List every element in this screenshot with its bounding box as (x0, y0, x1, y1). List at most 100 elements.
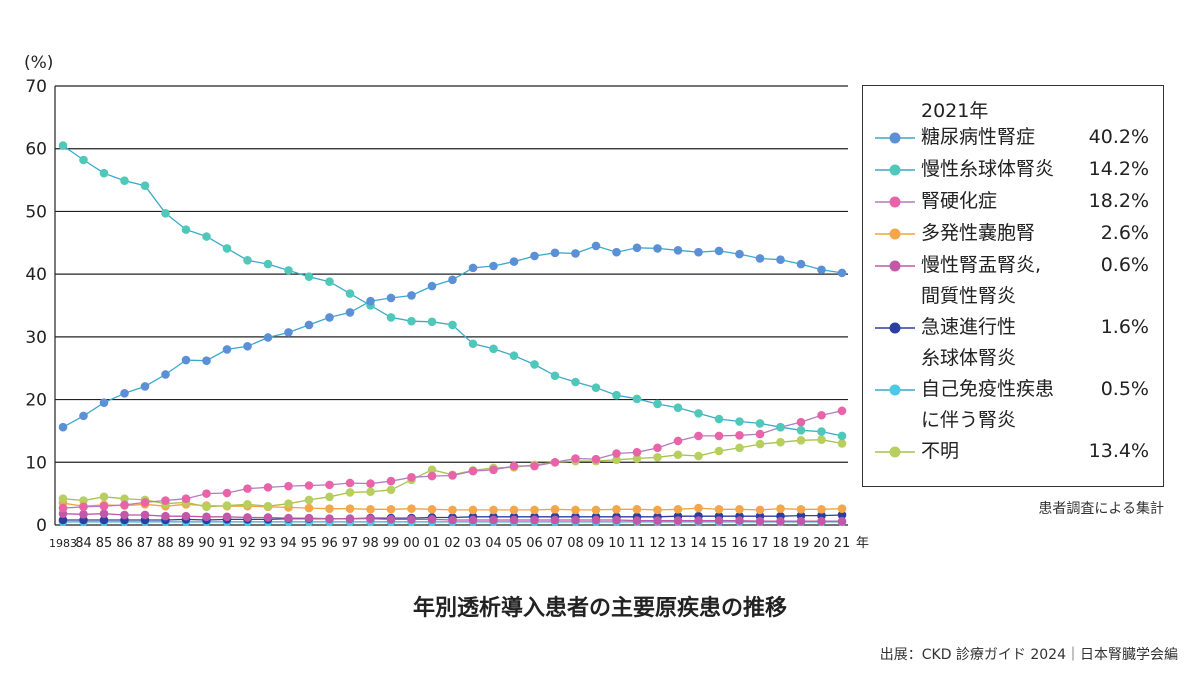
x-tick-label: 90 (198, 536, 215, 551)
data-point (509, 351, 519, 360)
data-point (817, 505, 826, 514)
data-point (653, 505, 662, 515)
y-tick-label: 30 (25, 328, 47, 348)
data-point (776, 516, 785, 526)
data-point (243, 500, 252, 509)
data-point (325, 504, 334, 513)
x-tick-label: 87 (137, 536, 154, 551)
data-point (58, 494, 68, 503)
x-tick-label: 18 (772, 536, 789, 551)
x-tick-label: 04 (485, 536, 502, 551)
data-point (448, 320, 457, 330)
data-point (489, 465, 498, 475)
data-point (181, 511, 191, 521)
x-tick-label: 88 (157, 536, 174, 551)
x-tick-label: 96 (321, 536, 338, 551)
data-point (120, 510, 129, 520)
x-tick-label: 01 (424, 536, 441, 551)
data-point (58, 422, 68, 432)
data-point (735, 417, 744, 426)
series-line (62, 410, 843, 509)
data-point (489, 515, 498, 525)
data-point (837, 504, 847, 513)
data-point (99, 168, 109, 178)
data-point (837, 510, 847, 520)
y-tick-label: 70 (25, 77, 47, 97)
data-point (304, 513, 314, 523)
data-point (284, 481, 293, 491)
x-tick-label: 16 (731, 536, 748, 551)
y-tick-label: 20 (25, 391, 47, 411)
data-point (304, 503, 314, 513)
x-tick-label: 00 (403, 536, 420, 551)
data-point (653, 452, 662, 462)
legend-label: 慢性糸球体腎炎 (921, 158, 1055, 180)
data-point (140, 382, 150, 391)
data-point (509, 505, 519, 515)
data-point (366, 296, 375, 306)
data-point (181, 225, 191, 234)
data-point (673, 516, 683, 525)
legend: 2021年 糖尿病性腎症 40.2% 慢性糸球体腎炎 14.2% 腎硬化症 18.2% 多発… (862, 85, 1164, 487)
data-point (837, 439, 847, 448)
x-tick-label: 13 (670, 536, 687, 551)
data-point (591, 505, 601, 515)
data-point (796, 259, 806, 269)
data-point (304, 272, 314, 281)
x-tick-label: 84 (75, 536, 92, 551)
data-point (386, 485, 396, 495)
data-point (796, 505, 806, 514)
data-point (427, 281, 437, 291)
data-point (202, 489, 211, 498)
data-point (448, 515, 457, 525)
data-point (653, 244, 662, 253)
data-point (673, 403, 683, 413)
data-point (99, 515, 109, 525)
data-point (202, 502, 211, 512)
data-point (161, 496, 170, 505)
data-point (427, 471, 437, 481)
data-point (345, 504, 355, 513)
data-point (325, 480, 334, 490)
data-point (325, 492, 334, 502)
data-point (673, 450, 683, 460)
data-point (550, 371, 560, 381)
data-point (632, 505, 642, 514)
data-point (735, 505, 744, 514)
data-point (468, 339, 478, 349)
data-point (222, 501, 232, 510)
data-point (99, 501, 109, 511)
data-point (632, 447, 642, 457)
data-point (571, 454, 580, 463)
data-point (755, 419, 765, 428)
data-point (243, 341, 252, 351)
data-point (796, 436, 806, 445)
x-tick-label: 89 (178, 536, 195, 551)
data-point (202, 232, 211, 241)
legend-value: 1.6% (1100, 316, 1149, 338)
x-tick-label: 14 (690, 536, 707, 551)
data-point (612, 505, 621, 514)
x-tick-label: 15 (711, 536, 728, 551)
source-note: 患者調査による集計 (1038, 501, 1164, 517)
legend-label: 自己免疫性疾患 に伴う腎炎 (921, 378, 1055, 431)
x-tick-label: 97 (342, 536, 359, 551)
legend-item: 多発性嚢胞腎 2.6% (863, 218, 1163, 278)
data-point (509, 515, 519, 525)
data-point (161, 209, 170, 218)
series-line (62, 145, 843, 437)
data-point (407, 515, 416, 524)
data-point (653, 443, 662, 453)
data-point (550, 248, 560, 258)
data-point (550, 515, 560, 525)
data-point (509, 461, 519, 471)
data-point (550, 505, 560, 514)
data-point (79, 502, 88, 512)
data-point (509, 257, 519, 266)
y-axis-label: (%) (24, 53, 53, 73)
data-point (407, 473, 416, 482)
legend-swatch (875, 164, 915, 176)
data-point (448, 275, 457, 285)
data-point (530, 360, 539, 369)
